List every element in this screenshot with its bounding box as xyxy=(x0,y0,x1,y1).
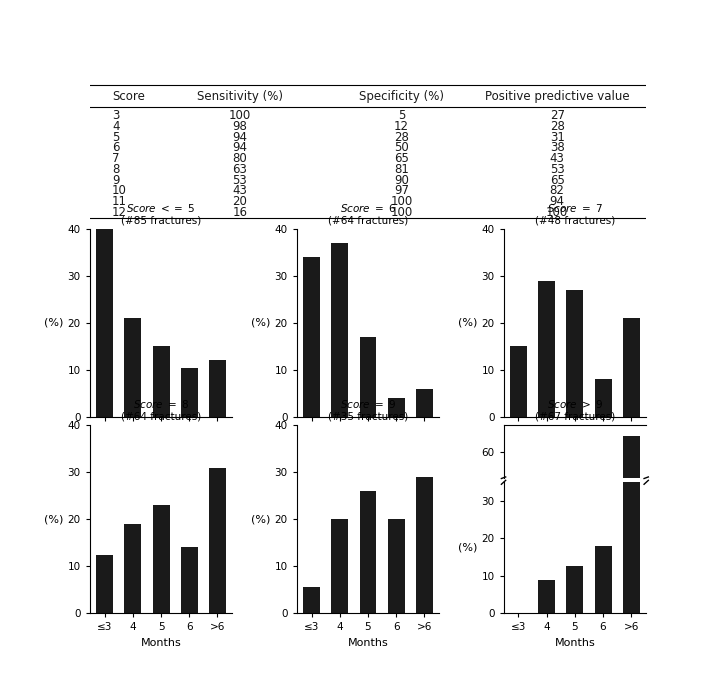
Bar xyxy=(153,505,169,613)
X-axis label: Months: Months xyxy=(348,638,388,648)
Bar xyxy=(331,520,348,613)
Bar xyxy=(510,347,527,417)
Bar xyxy=(416,389,433,417)
Text: 28: 28 xyxy=(394,131,409,144)
Text: 63: 63 xyxy=(233,163,248,176)
Bar xyxy=(595,379,612,417)
Text: 27: 27 xyxy=(550,110,564,122)
Bar xyxy=(623,318,640,417)
X-axis label: Months: Months xyxy=(141,638,182,648)
Y-axis label: (%): (%) xyxy=(44,514,63,524)
Text: 53: 53 xyxy=(550,163,564,176)
Y-axis label: (%): (%) xyxy=(458,318,477,328)
Text: 20: 20 xyxy=(233,195,248,208)
Text: Score: Score xyxy=(112,90,145,103)
Text: 8: 8 xyxy=(112,163,119,176)
Text: 81: 81 xyxy=(394,163,409,176)
Bar xyxy=(209,468,226,613)
Text: 11: 11 xyxy=(112,195,127,208)
Bar xyxy=(360,491,376,613)
Bar xyxy=(153,347,169,417)
Title: $\it{Score\ =\ 6}$
(#64 fractures): $\it{Score\ =\ 6}$ (#64 fractures) xyxy=(328,202,408,225)
Text: 12: 12 xyxy=(394,120,409,133)
Text: 31: 31 xyxy=(550,131,564,144)
Bar xyxy=(595,672,612,689)
Text: Sensitivity (%): Sensitivity (%) xyxy=(197,90,283,103)
Bar xyxy=(623,436,640,689)
Text: 100: 100 xyxy=(229,110,251,122)
X-axis label: Months: Months xyxy=(554,442,595,451)
Bar xyxy=(416,477,433,613)
Text: 94: 94 xyxy=(233,141,248,154)
Text: 38: 38 xyxy=(550,141,564,154)
Title: $\it{Score\ >\ 9}$
(#67 fractures): $\it{Score\ >\ 9}$ (#67 fractures) xyxy=(535,398,615,422)
Text: 5: 5 xyxy=(398,110,405,122)
Bar xyxy=(181,548,197,613)
Text: 5: 5 xyxy=(112,131,119,144)
Bar xyxy=(567,566,583,613)
Text: 82: 82 xyxy=(550,185,564,198)
X-axis label: Months: Months xyxy=(141,442,182,451)
Text: 43: 43 xyxy=(550,152,564,165)
Text: 7: 7 xyxy=(112,152,119,165)
Text: 100: 100 xyxy=(391,206,412,219)
Bar xyxy=(303,588,320,613)
Text: 53: 53 xyxy=(233,174,248,187)
Title: $\it{Score\ =\ 9}$
(#35 fractures): $\it{Score\ =\ 9}$ (#35 fractures) xyxy=(328,398,408,422)
Bar xyxy=(360,337,376,417)
Text: 98: 98 xyxy=(233,120,248,133)
Text: 100: 100 xyxy=(391,195,412,208)
Y-axis label: (%): (%) xyxy=(251,318,270,328)
Bar xyxy=(124,318,141,417)
Text: 97: 97 xyxy=(394,185,409,198)
Text: 4: 4 xyxy=(112,120,119,133)
Bar xyxy=(303,257,320,417)
Bar xyxy=(124,524,141,613)
Text: 12: 12 xyxy=(112,206,127,219)
Bar xyxy=(538,280,555,417)
Text: 80: 80 xyxy=(233,152,248,165)
Title: $\it{Score\ <=\ 5}$
(#85 fractures): $\it{Score\ <=\ 5}$ (#85 fractures) xyxy=(121,202,201,225)
Bar xyxy=(567,290,583,417)
X-axis label: Months: Months xyxy=(348,442,388,451)
Text: 50: 50 xyxy=(394,141,409,154)
Text: 6: 6 xyxy=(112,141,119,154)
X-axis label: Months: Months xyxy=(554,638,595,648)
Text: 43: 43 xyxy=(233,185,248,198)
Text: 100: 100 xyxy=(546,206,568,219)
Bar xyxy=(388,520,405,613)
Bar xyxy=(623,378,640,613)
Bar xyxy=(96,555,113,613)
Bar xyxy=(96,225,113,417)
Text: Positive predictive value: Positive predictive value xyxy=(485,90,630,103)
Text: 16: 16 xyxy=(233,206,248,219)
Bar xyxy=(538,579,555,613)
Text: 90: 90 xyxy=(394,174,409,187)
Text: Specificity (%): Specificity (%) xyxy=(359,90,444,103)
Y-axis label: (%): (%) xyxy=(44,318,63,328)
Text: 65: 65 xyxy=(550,174,564,187)
Text: 3: 3 xyxy=(112,110,119,122)
Text: 94: 94 xyxy=(233,131,248,144)
Title: $\it{Score\ =\ 8}$
(#64 fractures): $\it{Score\ =\ 8}$ (#64 fractures) xyxy=(121,398,201,422)
Text: 94: 94 xyxy=(550,195,564,208)
Bar xyxy=(209,360,226,417)
Bar xyxy=(331,243,348,417)
Bar xyxy=(595,546,612,613)
Bar xyxy=(388,398,405,417)
Y-axis label: (%): (%) xyxy=(251,514,270,524)
Text: 65: 65 xyxy=(394,152,409,165)
Text: 9: 9 xyxy=(112,174,119,187)
Bar xyxy=(181,367,197,417)
Y-axis label: (%): (%) xyxy=(458,543,477,553)
Text: 28: 28 xyxy=(550,120,564,133)
Title: $\it{Score\ =\ 7}$
(#48 fractures): $\it{Score\ =\ 7}$ (#48 fractures) xyxy=(535,202,615,225)
Text: 10: 10 xyxy=(112,185,127,198)
